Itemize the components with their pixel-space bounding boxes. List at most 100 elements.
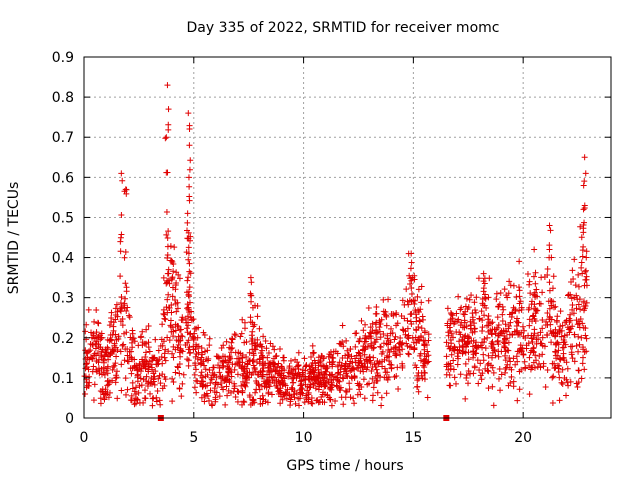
data-point xyxy=(169,293,176,300)
data-point xyxy=(539,317,546,324)
data-point xyxy=(192,360,199,367)
data-point xyxy=(308,400,315,407)
data-point xyxy=(373,378,380,385)
data-point xyxy=(484,316,491,323)
data-point xyxy=(563,359,570,366)
data-point xyxy=(583,276,590,283)
data-point xyxy=(515,284,522,291)
data-point xyxy=(473,339,480,346)
data-point xyxy=(129,385,136,392)
data-point xyxy=(457,331,464,338)
data-point xyxy=(307,381,314,388)
data-point xyxy=(421,327,428,334)
data-point xyxy=(275,360,282,367)
data-point xyxy=(246,374,253,381)
data-point xyxy=(575,379,582,386)
data-point xyxy=(168,328,175,335)
data-point xyxy=(90,363,97,370)
axis-ticks xyxy=(83,56,611,419)
data-point xyxy=(529,364,536,371)
data-point xyxy=(361,351,368,358)
data-point xyxy=(550,373,557,380)
data-point xyxy=(483,305,490,312)
data-point xyxy=(369,397,376,404)
data-point xyxy=(185,337,192,344)
data-point xyxy=(198,349,205,356)
data-point xyxy=(455,350,462,357)
data-point xyxy=(146,348,153,355)
data-point xyxy=(165,121,172,128)
data-point xyxy=(531,364,538,371)
data-point xyxy=(526,304,533,311)
data-point xyxy=(504,361,511,368)
data-point xyxy=(407,311,414,318)
data-point xyxy=(322,365,329,372)
data-point xyxy=(307,368,314,375)
data-point xyxy=(502,369,509,376)
data-point xyxy=(443,339,450,346)
data-point xyxy=(531,315,538,322)
data-point xyxy=(495,322,502,329)
data-point xyxy=(132,384,139,391)
data-point xyxy=(578,334,585,341)
data-point xyxy=(188,317,195,324)
data-point xyxy=(118,212,125,219)
data-point xyxy=(297,391,304,398)
data-point xyxy=(276,346,283,353)
data-point xyxy=(225,376,232,383)
data-point xyxy=(393,352,400,359)
y-tick-label: 0.3 xyxy=(52,291,74,307)
data-point xyxy=(343,388,350,395)
data-point xyxy=(498,371,505,378)
data-point xyxy=(122,375,129,382)
data-point xyxy=(526,354,533,361)
data-point xyxy=(530,334,537,341)
data-point xyxy=(330,354,337,361)
data-point xyxy=(471,328,478,335)
data-point xyxy=(185,362,192,369)
data-point xyxy=(252,389,259,396)
data-point xyxy=(550,273,557,280)
chart-title: Day 335 of 2022, SRMTID for receiver mom… xyxy=(187,20,500,36)
data-point xyxy=(399,297,406,304)
data-point xyxy=(461,338,468,345)
data-point xyxy=(137,375,144,382)
data-point xyxy=(416,317,423,324)
data-point xyxy=(109,366,116,373)
data-point xyxy=(232,332,239,339)
data-point xyxy=(290,379,297,386)
data-point xyxy=(370,392,377,399)
data-point xyxy=(465,349,472,356)
data-point xyxy=(163,304,170,311)
data-point xyxy=(218,345,225,352)
data-point xyxy=(489,338,496,345)
data-point xyxy=(507,379,514,386)
data-point xyxy=(117,306,124,313)
data-point xyxy=(243,354,250,361)
data-point xyxy=(179,333,186,340)
data-point xyxy=(186,183,193,190)
data-point xyxy=(461,311,468,318)
data-point xyxy=(361,395,368,402)
data-point xyxy=(124,386,131,393)
data-point xyxy=(574,321,581,328)
data-point xyxy=(142,363,149,370)
data-point xyxy=(147,390,154,397)
data-point xyxy=(250,350,257,357)
data-point xyxy=(360,376,367,383)
data-point xyxy=(230,388,237,395)
data-point xyxy=(118,231,125,238)
data-point xyxy=(165,228,172,235)
data-point xyxy=(578,259,585,266)
data-point xyxy=(98,352,105,359)
data-point xyxy=(489,319,496,326)
data-point xyxy=(164,309,171,316)
data-point xyxy=(239,354,246,361)
data-point xyxy=(381,311,388,318)
data-point xyxy=(392,333,399,340)
data-point xyxy=(246,392,253,399)
data-point xyxy=(579,360,586,367)
data-point xyxy=(351,366,358,373)
data-point xyxy=(477,360,484,367)
data-point xyxy=(254,343,261,350)
